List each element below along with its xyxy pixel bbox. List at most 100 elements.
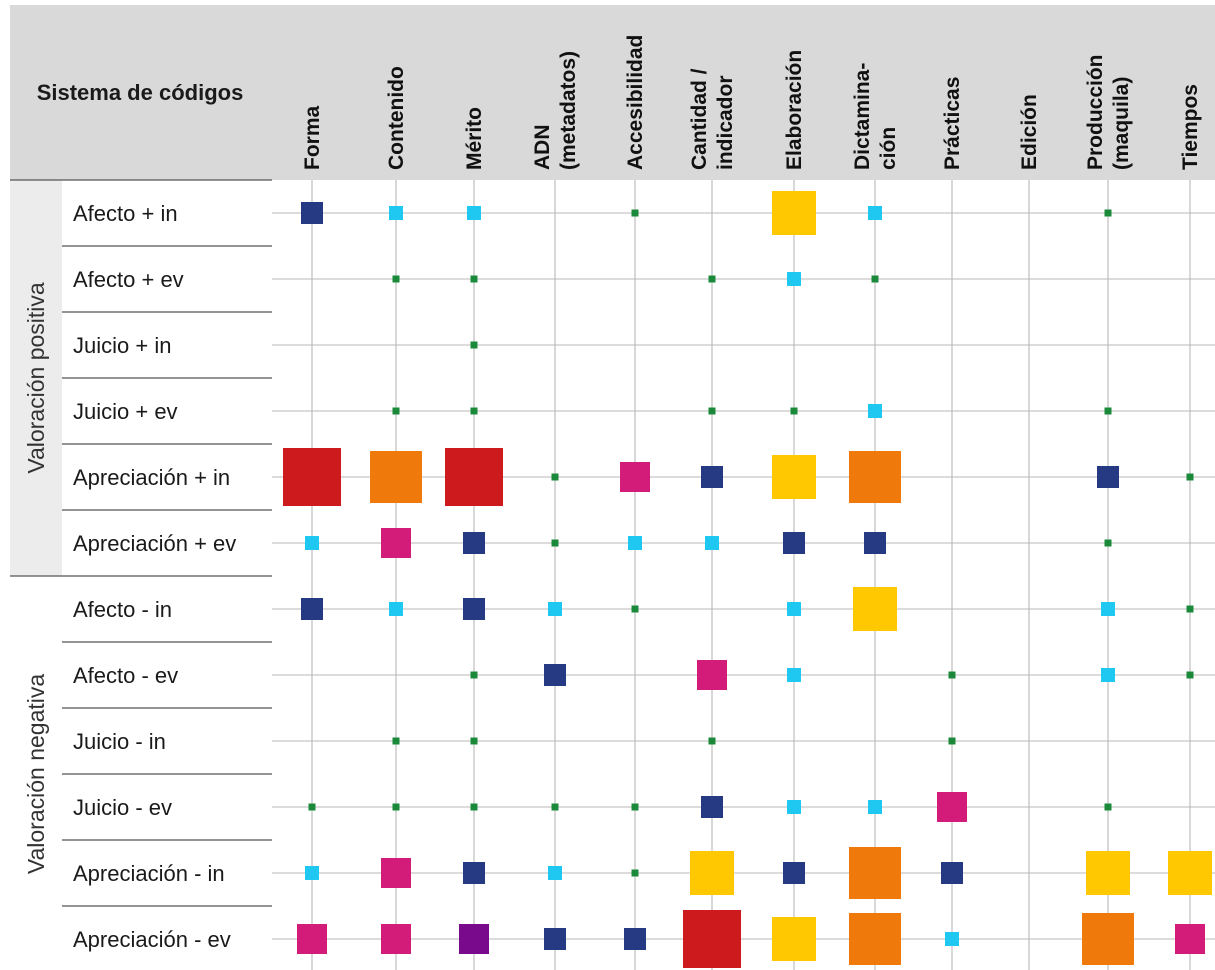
- cell-square: [370, 451, 422, 503]
- cell-square: [790, 407, 798, 415]
- cell-square: [392, 275, 400, 283]
- cell-square: [1104, 539, 1112, 547]
- cell-square: [631, 869, 639, 877]
- row-label: Afecto + in: [73, 201, 178, 226]
- group-label: Valoración positiva: [23, 282, 49, 474]
- cell-square: [937, 792, 967, 822]
- cell-square: [548, 602, 562, 616]
- column-label: (maquila): [1110, 77, 1133, 170]
- cell-square: [1097, 466, 1119, 488]
- cell-square: [301, 202, 323, 224]
- cell-square: [690, 851, 734, 895]
- cell-square: [1101, 602, 1115, 616]
- cell-square: [1186, 605, 1194, 613]
- cell-square: [787, 800, 801, 814]
- cell-square: [392, 737, 400, 745]
- cell-square: [381, 924, 411, 954]
- cell-square: [470, 671, 478, 679]
- column-label: Prácticas: [941, 77, 964, 170]
- cell-square: [283, 448, 341, 506]
- cell-square: [853, 587, 897, 631]
- cell-square: [548, 866, 562, 880]
- column-label: Producción: [1084, 54, 1107, 170]
- row-label: Apreciación + in: [73, 465, 230, 490]
- cell-square: [463, 862, 485, 884]
- cell-square: [849, 451, 901, 503]
- cell-square: [631, 803, 639, 811]
- column-label: Accesibilidad: [624, 35, 647, 170]
- cell-square: [470, 737, 478, 745]
- cell-square: [308, 803, 316, 811]
- cell-square: [551, 539, 559, 547]
- column-label: Elaboración: [783, 50, 806, 170]
- cell-square: [392, 407, 400, 415]
- column-label: (metadatos): [557, 51, 580, 170]
- cell-square: [631, 605, 639, 613]
- cell-square: [551, 803, 559, 811]
- cell-square: [948, 737, 956, 745]
- cell-square: [1175, 924, 1205, 954]
- column-label: Cantidad /: [688, 68, 711, 170]
- cell-square: [445, 448, 503, 506]
- row-label: Juicio - ev: [73, 795, 172, 820]
- column-label: Contenido: [385, 66, 408, 170]
- cell-square: [381, 858, 411, 888]
- cell-square: [787, 272, 801, 286]
- cell-square: [683, 910, 741, 968]
- cell-square: [544, 928, 566, 950]
- row-label: Juicio - in: [73, 729, 166, 754]
- row-label: Afecto + ev: [73, 267, 184, 292]
- cell-square: [772, 455, 816, 499]
- cell-square: [470, 341, 478, 349]
- cell-square: [1086, 851, 1130, 895]
- cell-square: [948, 671, 956, 679]
- cell-square: [849, 913, 901, 965]
- cell-square: [697, 660, 727, 690]
- cell-square: [701, 796, 723, 818]
- row-label: Apreciación - ev: [73, 927, 231, 952]
- cell-square: [945, 932, 959, 946]
- column-label: Forma: [301, 106, 324, 171]
- cell-square: [463, 598, 485, 620]
- cell-square: [1104, 803, 1112, 811]
- row-label: Juicio + ev: [73, 399, 178, 424]
- cell-square: [868, 404, 882, 418]
- cell-square: [708, 407, 716, 415]
- cell-square: [631, 209, 639, 217]
- cell-square: [1082, 913, 1134, 965]
- column-label: indicador: [714, 75, 737, 170]
- cell-square: [1186, 473, 1194, 481]
- cell-square: [783, 532, 805, 554]
- column-label: Edición: [1018, 94, 1041, 170]
- cell-square: [1104, 209, 1112, 217]
- cell-square: [772, 917, 816, 961]
- cell-square: [463, 532, 485, 554]
- row-label: Apreciación + ev: [73, 531, 236, 556]
- cell-square: [708, 737, 716, 745]
- cell-square: [871, 275, 879, 283]
- row-label: Afecto - in: [73, 597, 172, 622]
- header-band: [10, 5, 1215, 180]
- column-label: Dictamina-: [851, 63, 874, 170]
- group-label: Valoración negativa: [23, 674, 49, 875]
- cell-square: [1186, 671, 1194, 679]
- cell-square: [787, 668, 801, 682]
- cell-square: [701, 466, 723, 488]
- cell-square: [389, 206, 403, 220]
- cell-square: [624, 928, 646, 950]
- cell-square: [787, 602, 801, 616]
- cell-square: [1168, 851, 1212, 895]
- cell-square: [849, 847, 901, 899]
- cell-square: [620, 462, 650, 492]
- column-label: Mérito: [463, 107, 486, 170]
- cell-square: [305, 536, 319, 550]
- cell-square: [1104, 407, 1112, 415]
- cell-square: [1101, 668, 1115, 682]
- cell-square: [470, 407, 478, 415]
- column-label: ción: [877, 127, 900, 170]
- row-label: Afecto - ev: [73, 663, 178, 688]
- cell-square: [941, 862, 963, 884]
- cell-square: [389, 602, 403, 616]
- cell-square: [708, 275, 716, 283]
